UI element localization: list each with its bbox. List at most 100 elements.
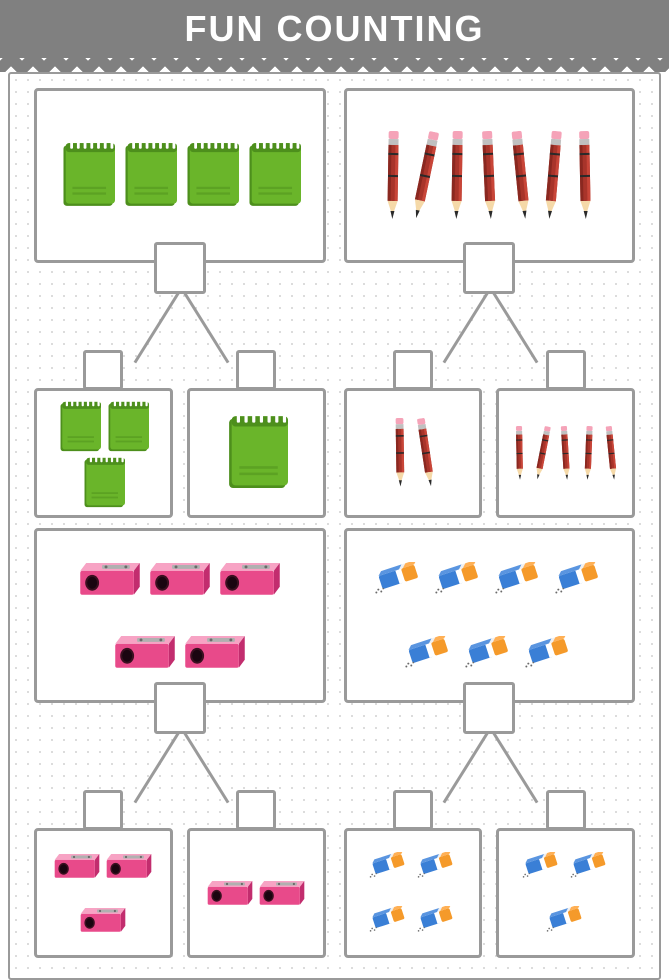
eraser-icon [367, 852, 411, 879]
sharpener-icon [105, 851, 153, 881]
sub-row [344, 368, 636, 518]
connector-line [489, 287, 538, 363]
sharpener-icon [113, 632, 177, 672]
puzzle-eraser [344, 528, 636, 958]
notebook-icon [121, 142, 177, 208]
sub-answer-box[interactable] [83, 350, 123, 390]
sub-group [34, 808, 173, 958]
connector-line [133, 287, 182, 363]
notebook-icon [59, 142, 115, 208]
pencil-icon [533, 426, 552, 481]
sharpener-icon [258, 878, 306, 908]
pencil-icon [579, 426, 598, 481]
notebook-icon [105, 401, 149, 453]
sub-group [34, 368, 173, 518]
notebook-icon [81, 457, 125, 509]
total-answer-box[interactable] [154, 242, 206, 294]
sub-group [496, 368, 635, 518]
main-count-box [344, 88, 636, 263]
eraser-icon [432, 562, 486, 595]
sub-count-box [496, 388, 635, 518]
page-title: FUN COUNTING [185, 8, 485, 50]
sub-group [187, 368, 326, 518]
left-column [34, 88, 326, 964]
sub-answer-box[interactable] [236, 790, 276, 830]
sub-count-box [344, 828, 483, 958]
sharpener-icon [79, 905, 127, 935]
main-count-box [34, 88, 326, 263]
puzzle-notebook [34, 88, 326, 518]
puzzle-columns [34, 88, 635, 964]
eraser-icon [544, 906, 588, 933]
total-answer-box[interactable] [154, 682, 206, 734]
notebook-icon [224, 415, 288, 491]
sub-answer-box[interactable] [393, 790, 433, 830]
eraser-icon [415, 852, 459, 879]
sharpener-icon [78, 559, 142, 599]
eraser-icon [372, 562, 426, 595]
pencil-icon [389, 418, 411, 488]
eraser-icon [522, 636, 576, 669]
pencil-icon [412, 131, 438, 221]
pencil-icon [556, 426, 575, 481]
sharpener-icon [206, 878, 254, 908]
eraser-icon [415, 906, 459, 933]
puzzle-sharpener [34, 528, 326, 958]
connector-line [180, 727, 229, 803]
header: FUN COUNTING [0, 0, 669, 58]
pencil-icon [444, 131, 470, 221]
sub-count-box [34, 828, 173, 958]
eraser-icon [367, 906, 411, 933]
notebook-icon [183, 142, 239, 208]
eraser-icon [552, 562, 606, 595]
sub-group [344, 368, 483, 518]
pencil-icon [415, 418, 437, 488]
sub-answer-box[interactable] [546, 350, 586, 390]
eraser-icon [492, 562, 546, 595]
connector-line [443, 287, 492, 363]
puzzle-pencil [344, 88, 636, 518]
connector-line [489, 727, 538, 803]
sub-count-box [187, 828, 326, 958]
sub-answer-box[interactable] [83, 790, 123, 830]
pencil-icon [510, 426, 529, 481]
eraser-icon [402, 636, 456, 669]
pencil-icon [602, 426, 621, 481]
pencil-icon [380, 131, 406, 221]
sub-count-box [344, 388, 483, 518]
notebook-icon [245, 142, 301, 208]
sub-answer-box[interactable] [393, 350, 433, 390]
right-column [344, 88, 636, 964]
sub-count-box [496, 828, 635, 958]
sub-group [344, 808, 483, 958]
connector-line [133, 727, 182, 803]
sharpener-icon [218, 559, 282, 599]
sub-row [34, 808, 326, 958]
sub-answer-box[interactable] [546, 790, 586, 830]
sub-group [187, 808, 326, 958]
connector-line [180, 287, 229, 363]
header-zigzag [0, 58, 669, 72]
sub-answer-box[interactable] [236, 350, 276, 390]
pencil-icon [476, 131, 502, 221]
main-count-box [344, 528, 636, 703]
eraser-icon [462, 636, 516, 669]
sub-group [496, 808, 635, 958]
pencil-icon [540, 131, 566, 221]
sub-count-box [187, 388, 326, 518]
pencil-icon [572, 131, 598, 221]
sharpener-icon [53, 851, 101, 881]
worksheet-page [8, 72, 661, 980]
sub-count-box [34, 388, 173, 518]
sharpener-icon [148, 559, 212, 599]
connector-line [443, 727, 492, 803]
main-count-box [34, 528, 326, 703]
sub-row [34, 368, 326, 518]
total-answer-box[interactable] [463, 682, 515, 734]
eraser-icon [520, 852, 564, 879]
eraser-icon [568, 852, 612, 879]
sharpener-icon [183, 632, 247, 672]
notebook-icon [57, 401, 101, 453]
sub-row [344, 808, 636, 958]
total-answer-box[interactable] [463, 242, 515, 294]
